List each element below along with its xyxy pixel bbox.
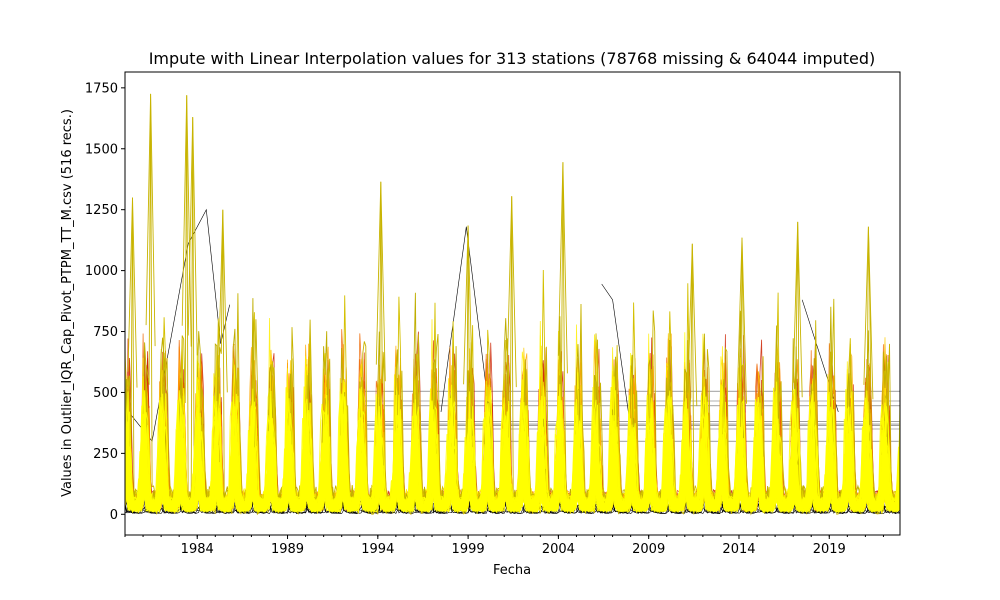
x-tick-label: 1989 xyxy=(271,542,304,557)
y-tick-label: 750 xyxy=(93,325,118,340)
y-tick-label: 1000 xyxy=(85,264,118,279)
station-series xyxy=(601,283,635,454)
peak-spike xyxy=(217,209,228,393)
x-tick-label: 2014 xyxy=(722,542,755,557)
station-series xyxy=(125,390,900,511)
chart-title: Impute with Linear Interpolation values … xyxy=(149,49,876,68)
x-tick-label: 1984 xyxy=(181,542,214,557)
peak-spike xyxy=(792,221,803,398)
station-series xyxy=(125,444,900,514)
series-layer xyxy=(125,93,900,516)
y-axis: 0 250 500 750 1000 1250 1500 1750 xyxy=(85,81,125,523)
y-tick-label: 250 xyxy=(93,447,118,462)
y-tick-label: 1750 xyxy=(85,81,118,96)
plot-frame xyxy=(124,71,901,536)
x-tick-label: 2009 xyxy=(632,542,665,557)
peak-spike xyxy=(187,117,198,356)
y-tick-label: 1500 xyxy=(85,142,118,157)
peak-spike xyxy=(737,237,747,404)
peak-spike xyxy=(557,162,568,374)
peak-spike xyxy=(127,197,138,388)
peak-spike xyxy=(863,226,874,400)
peak-spike xyxy=(463,225,474,399)
x-axis: 1984 1989 1994 1999 2004 2009 2014 2019 xyxy=(124,535,884,557)
station-series xyxy=(440,226,491,417)
y-axis-label: Values in Outlier_IQR_Cap_Pivot_PTPM_TT_… xyxy=(60,109,75,497)
peak-spike xyxy=(687,243,698,407)
y-tick-label: 500 xyxy=(93,386,118,401)
x-axis-label: Fecha xyxy=(493,563,531,578)
x-tick-label: 2019 xyxy=(813,542,846,557)
peak-spike xyxy=(375,181,386,382)
x-tick-label: 2004 xyxy=(542,542,575,557)
peak-spike xyxy=(145,93,156,347)
x-tick-label: 1994 xyxy=(361,542,394,557)
peak-spike xyxy=(506,196,517,388)
y-tick-label: 0 xyxy=(110,508,118,523)
x-tick-label: 1999 xyxy=(452,542,485,557)
y-tick-label: 1250 xyxy=(85,203,118,218)
